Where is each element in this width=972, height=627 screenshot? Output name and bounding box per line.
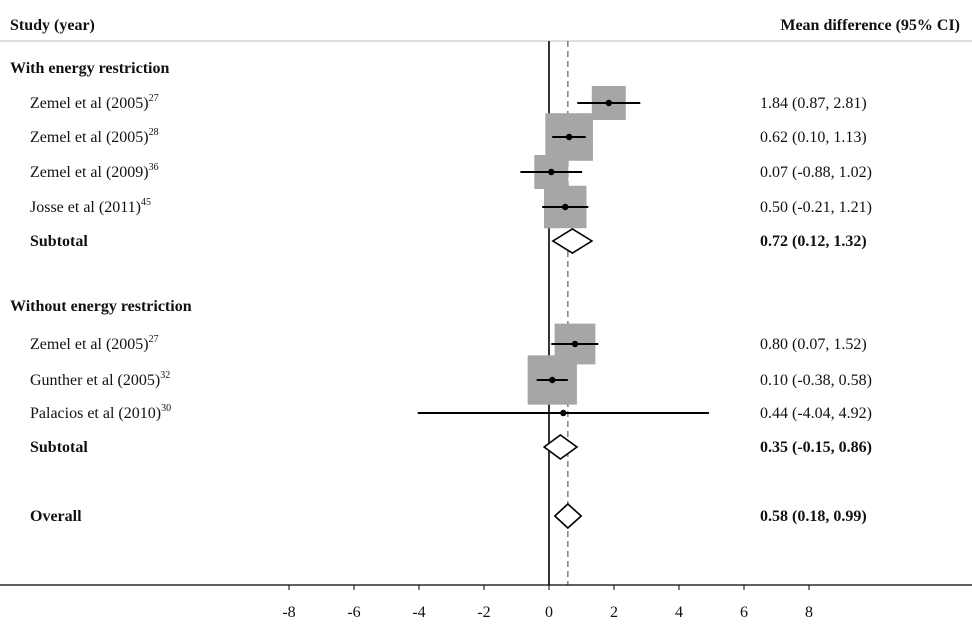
group-heading: Without energy restriction (10, 298, 192, 315)
subtotal-label: Subtotal (30, 439, 88, 456)
x-axis-tick-label: 8 (805, 604, 813, 621)
study-effect-value: 0.80 (0.07, 1.52) (760, 336, 867, 353)
study-point-estimate (565, 133, 573, 141)
x-axis-tick-label: 6 (740, 604, 748, 621)
x-axis-tick-label: 4 (675, 604, 683, 621)
study-point-estimate (605, 99, 612, 107)
study-label: Zemel et al (2005)27 (30, 93, 159, 112)
study-effect-value: 1.84 (0.87, 2.81) (760, 95, 867, 112)
effect-column-header: Mean difference (95% CI) (780, 17, 960, 34)
study-label: Zemel et al (2005)27 (30, 334, 159, 353)
study-point-estimate (548, 168, 555, 176)
study-label: Josse et al (2011)45 (30, 197, 151, 216)
study-effect-value: 0.07 (-0.88, 1.02) (760, 164, 872, 181)
x-axis-tick-label: -8 (282, 604, 295, 621)
x-axis-tick-label: 0 (545, 604, 553, 621)
study-column-header: Study (year) (10, 17, 95, 34)
x-axis-tick-label: -6 (347, 604, 360, 621)
study-label: Gunther et al (2005)32 (30, 370, 170, 389)
study-point-estimate (571, 340, 579, 348)
study-effect-value: 0.50 (-0.21, 1.21) (760, 199, 872, 216)
study-label: Palacios et al (2010)30 (30, 403, 171, 422)
overall-effect-value: 0.58 (0.18, 0.99) (760, 508, 867, 525)
subtotal-label: Subtotal (30, 233, 88, 250)
group-heading: With energy restriction (10, 60, 169, 77)
x-axis-tick-label: -4 (412, 604, 425, 621)
study-point-estimate (560, 409, 567, 417)
x-axis-tick-label: 2 (610, 604, 618, 621)
overall-diamond (553, 502, 583, 530)
subtotal-diamond (542, 434, 579, 460)
subtotal-effect-value: 0.35 (-0.15, 0.86) (760, 439, 872, 456)
subtotal-diamond (551, 228, 594, 254)
study-effect-value: 0.10 (-0.38, 0.58) (760, 372, 872, 389)
forest-marks: -8 -6 -4 -2 0 2 4 6 8 With energy restriction Zeme… (0, 41, 972, 621)
study-label: Zemel et al (2009)36 (30, 162, 159, 181)
study-point-estimate (562, 203, 569, 211)
study-effect-value: 0.44 (-4.04, 4.92) (760, 405, 872, 422)
study-effect-value: 0.62 (0.10, 1.13) (760, 129, 867, 146)
subtotal-effect-value: 0.72 (0.12, 1.32) (760, 233, 867, 250)
overall-label: Overall (30, 508, 82, 525)
study-point-estimate (549, 376, 556, 384)
x-axis-tick-label: -2 (477, 604, 490, 621)
study-label: Zemel et al (2005)28 (30, 127, 159, 146)
